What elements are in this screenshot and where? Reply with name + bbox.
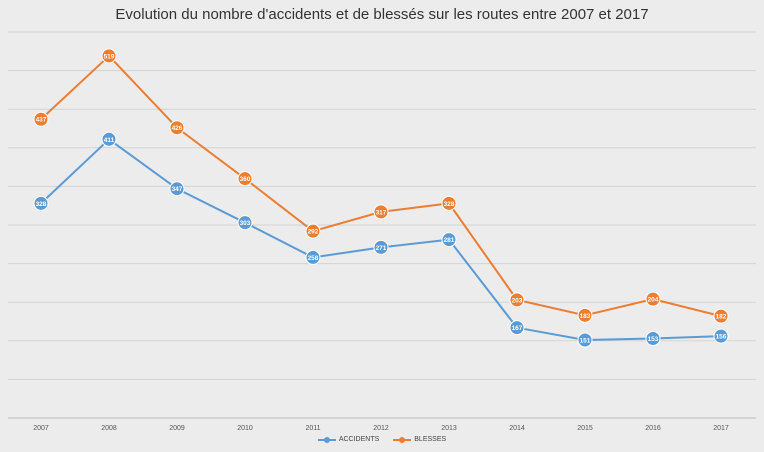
- legend-label: ACCIDENTS: [338, 436, 380, 443]
- data-point: [509, 292, 525, 308]
- x-tick-label: 2011: [305, 425, 320, 432]
- x-tick-label: 2017: [713, 425, 729, 432]
- data-label: 347: [172, 186, 183, 193]
- legend-item: ACCIDENTS: [317, 436, 380, 443]
- data-label: 317: [376, 209, 387, 216]
- data-point: [645, 330, 661, 346]
- data-label: 156: [716, 334, 727, 341]
- x-tick-label: 2012: [373, 425, 389, 432]
- data-point: [713, 308, 729, 324]
- data-label: 151: [580, 338, 591, 345]
- legend-marker-dot: [323, 436, 330, 443]
- x-tick-label: 2016: [645, 425, 661, 432]
- data-label: 437: [36, 117, 47, 124]
- data-point: [645, 291, 661, 307]
- data-label: 183: [580, 313, 591, 320]
- data-point: [441, 232, 457, 248]
- legend-marker: [393, 436, 412, 443]
- data-label: 411: [104, 137, 115, 144]
- data-point: [373, 239, 389, 255]
- data-label: 328: [36, 201, 47, 208]
- data-point: [577, 332, 593, 348]
- x-tick-label: 2015: [577, 425, 593, 432]
- data-label: 258: [308, 255, 319, 262]
- x-tick-label: 2008: [101, 425, 117, 432]
- series-line-accidents: [40, 138, 722, 342]
- data-label: 271: [376, 245, 387, 252]
- data-label: 303: [240, 220, 251, 227]
- data-point: [305, 249, 321, 265]
- data-label: 203: [512, 297, 523, 304]
- data-label: 292: [308, 229, 319, 236]
- data-label: 182: [716, 314, 727, 321]
- data-point: [237, 215, 253, 231]
- data-point: [441, 195, 457, 211]
- data-point: [577, 307, 593, 323]
- data-label: 426: [172, 125, 183, 132]
- data-point: [33, 111, 49, 127]
- x-tick-label: 2013: [441, 425, 457, 432]
- x-tick-label: 2010: [237, 425, 253, 432]
- data-point: [101, 131, 117, 147]
- data-point: [33, 195, 49, 211]
- x-tick-label: 2009: [169, 425, 185, 432]
- data-point: [237, 171, 253, 187]
- chart-title: Evolution du nombre d'accidents et de bl…: [115, 6, 649, 23]
- data-point: [305, 223, 321, 239]
- data-point: [169, 120, 185, 136]
- data-point: [373, 204, 389, 220]
- data-label: 519: [104, 53, 115, 60]
- data-point: [713, 328, 729, 344]
- data-point: [509, 320, 525, 336]
- data-label: 360: [240, 176, 251, 183]
- legend-label: BLESSES: [414, 436, 447, 443]
- legend-item: BLESSES: [393, 436, 446, 443]
- data-label: 153: [648, 336, 659, 343]
- data-label: 281: [444, 237, 455, 244]
- legend-marker-dot: [399, 436, 406, 443]
- data-label: 204: [648, 297, 659, 304]
- x-tick-label: 2014: [509, 425, 525, 432]
- data-label: 328: [444, 201, 455, 208]
- data-label: 167: [512, 325, 523, 332]
- chart-legend: ACCIDENTS BLESSES: [0, 436, 764, 443]
- data-point: [101, 48, 117, 64]
- legend-marker: [317, 436, 336, 443]
- x-tick-label: 2007: [33, 425, 49, 432]
- data-point: [169, 181, 185, 197]
